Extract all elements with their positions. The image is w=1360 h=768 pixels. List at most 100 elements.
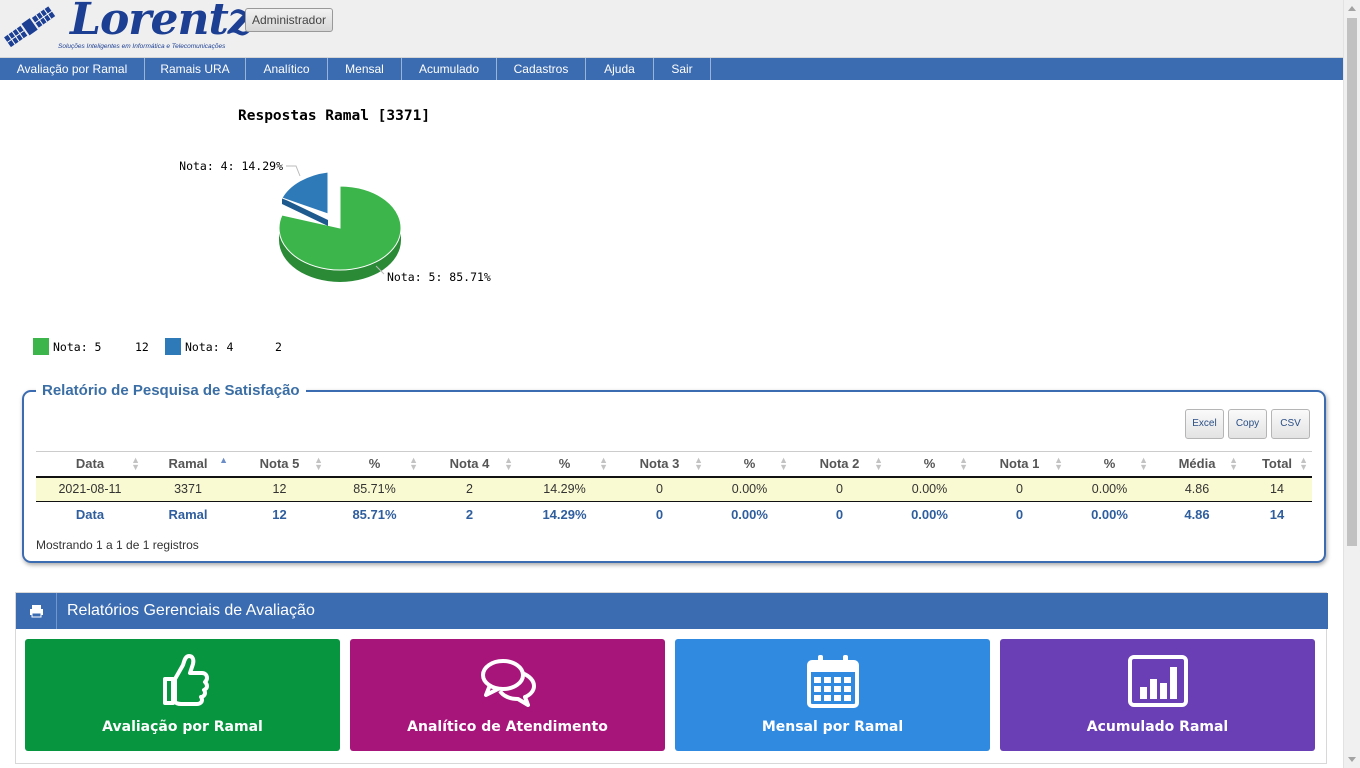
pie-slice-nota-4[interactable] (281, 171, 329, 215)
footer-pct-1: 0.00% (1091, 506, 1128, 522)
column-header-pct-2[interactable]: % ▲ ▼ (887, 451, 972, 478)
legend-swatch-nota-5 (33, 338, 49, 355)
sort-icon: ▲ ▼ (959, 455, 968, 472)
cell-pct-2: 0.00% (887, 476, 972, 502)
tile-analitico-de-atendimento[interactable]: Analítico de Atendimento (350, 639, 665, 751)
menu-item-avaliacao-por-ramal[interactable]: Avaliação por Ramal (0, 58, 145, 80)
satisfaction-report: Relatório de Pesquisa de Satisfação Exce… (22, 382, 1326, 563)
pie-chart: Nota: 4: 14.29% Nota: 5: 85.71% (180, 159, 491, 284)
menu-item-cadastros[interactable]: Cadastros (497, 58, 586, 80)
column-header-pct-3[interactable]: % ▲ ▼ (707, 451, 792, 478)
tile-label: Mensal por Ramal (761, 719, 904, 735)
footer-pct-5: 85.71% (352, 506, 397, 522)
tile-label: Analítico de Atendimento (407, 719, 608, 735)
footer-nota-4: 2 (465, 506, 474, 522)
legend-label: Nota: 4 (185, 340, 234, 354)
footer-pct-4: 14.29% (542, 506, 587, 522)
menu-item-sair[interactable]: Sair (654, 58, 711, 80)
tile-label: Avaliação por Ramal (102, 719, 263, 735)
column-header-total[interactable]: Total ▲ ▼ (1242, 451, 1312, 478)
report-table: Data ▲ ▼ Ramal ▲ Nota 5 ▲ ▼ % ▲ ▼ Nota 4 ▲ ▼ % ▲ ▼ … (36, 451, 1312, 527)
tile-avaliacao-por-ramal[interactable]: Avaliação por Ramal (25, 639, 340, 751)
csv-button[interactable]: CSV (1271, 409, 1310, 439)
logo-wordmark: Lorentz (70, 0, 253, 45)
lorentz-logo[interactable]: Lorentz Soluções Inteligentes em Informá… (0, 0, 253, 56)
table-row[interactable]: 2021-08-11 3371 12 85.71% 2 14.29% 0 0.0… (36, 476, 1312, 502)
cell-nota-3: 0 (612, 476, 707, 502)
cell-data: 2021-08-11 (36, 476, 144, 502)
legend-swatch-nota-4 (165, 338, 181, 355)
sort-icon: ▲ ▼ (1139, 455, 1148, 472)
sort-icon: ▲ ▼ (1229, 455, 1238, 472)
satellite-icon (4, 6, 56, 48)
sort-icon: ▲ ▼ (779, 455, 788, 472)
tile-mensal-por-ramal[interactable]: Mensal por Ramal (675, 639, 990, 751)
column-header-nota-1[interactable]: Nota 1 ▲ ▼ (972, 451, 1067, 478)
column-header-pct-5[interactable]: % ▲ ▼ (327, 451, 422, 478)
panel-title: Relatórios Gerenciais de Avaliação (67, 602, 315, 619)
scroll-down-arrow-icon[interactable] (1348, 757, 1356, 762)
legend-value: 12 (135, 340, 149, 354)
bar-chart-icon (1127, 655, 1188, 707)
column-header-nota-3[interactable]: Nota 3 ▲ ▼ (612, 451, 707, 478)
page-header: Lorentz Soluções Inteligentes em Informá… (0, 0, 1343, 58)
sort-icon: ▲ ▼ (504, 455, 513, 472)
scroll-up-arrow-icon[interactable] (1348, 6, 1356, 11)
scroll-thumb[interactable] (1347, 18, 1357, 546)
export-toolbar: Excel Copy CSV (1185, 409, 1310, 439)
column-header-pct-1[interactable]: % ▲ ▼ (1067, 451, 1152, 478)
label-leader-nota-4 (286, 165, 301, 177)
menu-item-ajuda[interactable]: Ajuda (586, 58, 654, 80)
table-header-row: Data ▲ ▼ Ramal ▲ Nota 5 ▲ ▼ % ▲ ▼ Nota 4 ▲ ▼ % ▲ ▼ … (36, 451, 1312, 478)
vertical-scrollbar[interactable] (1343, 0, 1360, 768)
tile-acumulado-ramal[interactable]: Acumulado Ramal (1000, 639, 1315, 751)
copy-button[interactable]: Copy (1228, 409, 1267, 439)
sort-icon: ▲ ▼ (599, 455, 608, 472)
footer-nota-5: 12 (272, 506, 287, 522)
footer-nota-2: 0 (835, 506, 844, 522)
cell-nota-4: 2 (422, 476, 517, 502)
legend-item-nota-4[interactable]: Nota: 4 2 (165, 338, 290, 356)
chat-icon (480, 659, 536, 707)
sort-icon: ▲ ▼ (314, 455, 323, 472)
cell-pct-4: 14.29% (517, 476, 612, 502)
cell-pct-3: 0.00% (707, 476, 792, 502)
menu-item-analitico[interactable]: Analítico (246, 58, 328, 80)
administrator-button[interactable]: Administrador (245, 8, 334, 32)
excel-button[interactable]: Excel (1185, 409, 1224, 439)
label-leader-nota-5 (375, 265, 385, 275)
legend-value: 2 (275, 340, 282, 354)
column-header-ramal[interactable]: Ramal ▲ (144, 451, 232, 478)
footer-ramal: Ramal (168, 506, 208, 522)
column-header-nota-4[interactable]: Nota 4 ▲ ▼ (422, 451, 517, 478)
sort-asc-icon: ▲ (219, 455, 228, 465)
sort-icon: ▲ ▼ (1299, 455, 1308, 472)
sort-icon: ▲ ▼ (409, 455, 418, 472)
column-header-data[interactable]: Data ▲ ▼ (36, 451, 144, 478)
footer-pct-3: 0.00% (731, 506, 768, 522)
menu-item-ramais-ura[interactable]: Ramais URA (145, 58, 246, 80)
column-header-nota-2[interactable]: Nota 2 ▲ ▼ (792, 451, 887, 478)
sort-icon: ▲ ▼ (131, 455, 140, 472)
chart-title: Respostas Ramal [3371] (238, 108, 431, 124)
panel-header: Relatórios Gerenciais de Avaliação (16, 593, 1328, 629)
cell-total: 14 (1242, 476, 1312, 502)
legend-item-nota-5[interactable]: Nota: 5 12 (33, 338, 158, 356)
pie-slice-nota-5[interactable] (278, 185, 402, 271)
cell-nota-5: 12 (232, 476, 327, 502)
menu-item-mensal[interactable]: Mensal (328, 58, 402, 80)
legend-label: Nota: 5 (53, 340, 102, 354)
report-title: Relatório de Pesquisa de Satisfação (36, 382, 306, 400)
printer-icon[interactable] (16, 593, 57, 629)
cell-media: 4.86 (1152, 476, 1242, 502)
table-footer-row: Data Ramal 12 85.71% 2 14.29% 0 0.00% 0 … (36, 502, 1312, 527)
management-reports-panel: Relatórios Gerenciais de Avaliação Avali… (15, 592, 1328, 764)
menu-item-acumulado[interactable]: Acumulado (402, 58, 497, 80)
column-header-pct-4[interactable]: % ▲ ▼ (517, 451, 612, 478)
pie-slice-nota-5-side (279, 228, 401, 282)
pie-slice-nota-4-side (282, 198, 328, 226)
sort-icon: ▲ ▼ (1054, 455, 1063, 472)
column-header-nota-5[interactable]: Nota 5 ▲ ▼ (232, 451, 327, 478)
column-header-media[interactable]: Média ▲ ▼ (1152, 451, 1242, 478)
logo-tagline: Soluções Inteligentes em Informática e T… (58, 43, 226, 50)
